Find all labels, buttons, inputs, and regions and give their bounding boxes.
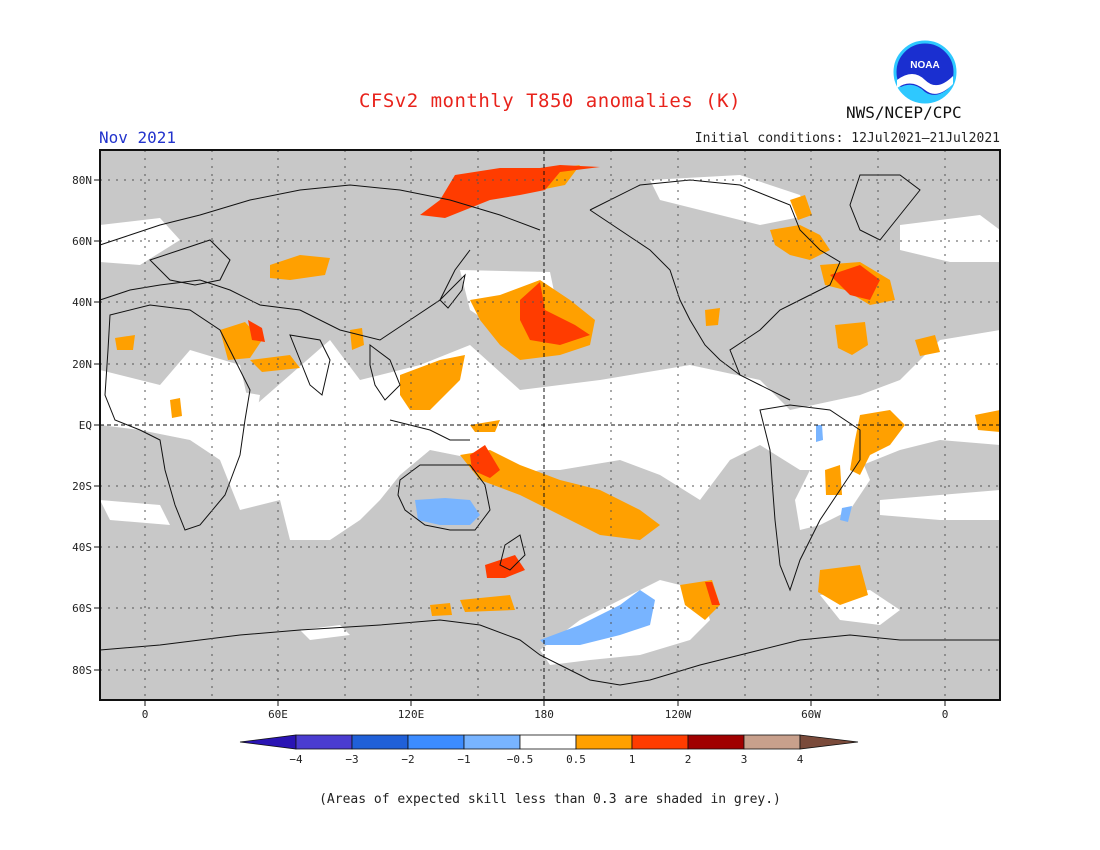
noaa-logo: NOAA xyxy=(893,40,957,104)
legend-swatch xyxy=(519,734,577,750)
lat-label: 80N xyxy=(72,174,92,187)
lon-label: 120E xyxy=(398,708,425,721)
legend-swatch xyxy=(687,734,745,750)
legend-swatch xyxy=(239,734,297,750)
lat-label: EQ xyxy=(79,419,92,432)
legend-label: 3 xyxy=(741,753,748,766)
lon-label: 120W xyxy=(665,708,692,721)
legend-label: 2 xyxy=(685,753,692,766)
lat-label: 20S xyxy=(72,480,92,493)
legend-swatch xyxy=(799,734,859,750)
legend-swatch xyxy=(295,734,353,750)
initial-conditions: Initial conditions: 12Jul2021–21Jul2021 xyxy=(694,131,1000,146)
legend-swatch xyxy=(631,734,689,750)
grid-lines xyxy=(100,150,1000,700)
lon-label: 60W xyxy=(801,708,821,721)
legend-label: 4 xyxy=(797,753,804,766)
legend-swatch xyxy=(463,734,521,750)
legend-swatch xyxy=(351,734,409,750)
blue-regions xyxy=(415,425,852,645)
lat-label: 60S xyxy=(72,602,92,615)
legend-swatch xyxy=(407,734,465,750)
logo-text: NOAA xyxy=(910,60,939,71)
legend-label: 0.5 xyxy=(566,753,586,766)
legend-label: −1 xyxy=(457,753,470,766)
lat-label: 80S xyxy=(72,664,92,677)
legend-label: −2 xyxy=(401,753,414,766)
lat-label: 40N xyxy=(72,296,92,309)
forecast-month: Nov 2021 xyxy=(99,128,177,147)
legend-swatch xyxy=(743,734,801,750)
skill-footnote: (Areas of expected skill less than 0.3 a… xyxy=(319,792,781,807)
lat-label: 20N xyxy=(72,358,92,371)
agency-label: NWS/NCEP/CPC xyxy=(846,103,962,122)
lat-label: 40S xyxy=(72,541,92,554)
lon-label: 0 xyxy=(142,708,149,721)
lon-label: 0 xyxy=(942,708,949,721)
legend-label: −0.5 xyxy=(507,753,534,766)
lon-label: 60E xyxy=(268,708,288,721)
legend-label: −4 xyxy=(289,753,303,766)
lat-label: 60N xyxy=(72,235,92,248)
color-legend xyxy=(239,734,859,750)
legend-swatch xyxy=(575,734,633,750)
map-title: CFSv2 monthly T850 anomalies (K) xyxy=(358,90,742,112)
legend-label: −3 xyxy=(345,753,358,766)
coastlines xyxy=(99,174,1000,686)
legend-label: 1 xyxy=(629,753,636,766)
lon-label: 180 xyxy=(534,708,554,721)
